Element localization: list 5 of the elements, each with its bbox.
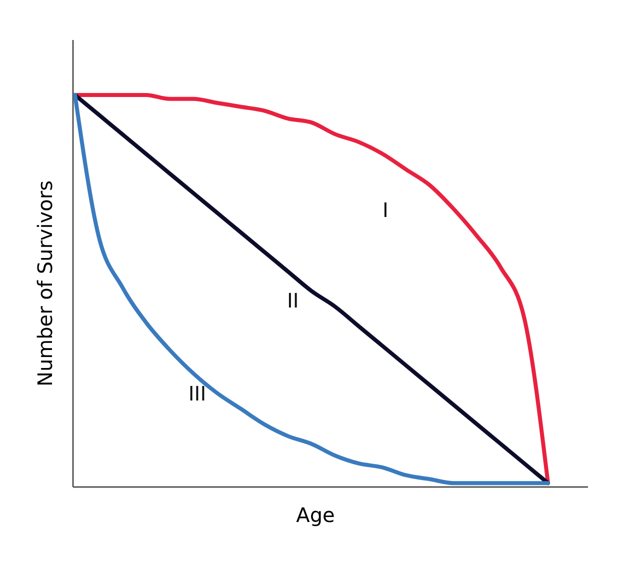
series-label: III bbox=[188, 381, 206, 406]
x-axis-title: Age bbox=[296, 503, 335, 527]
series-label: II bbox=[286, 288, 299, 312]
series-label: I bbox=[382, 198, 388, 222]
y-axis-title: Number of Survivors bbox=[33, 180, 57, 387]
